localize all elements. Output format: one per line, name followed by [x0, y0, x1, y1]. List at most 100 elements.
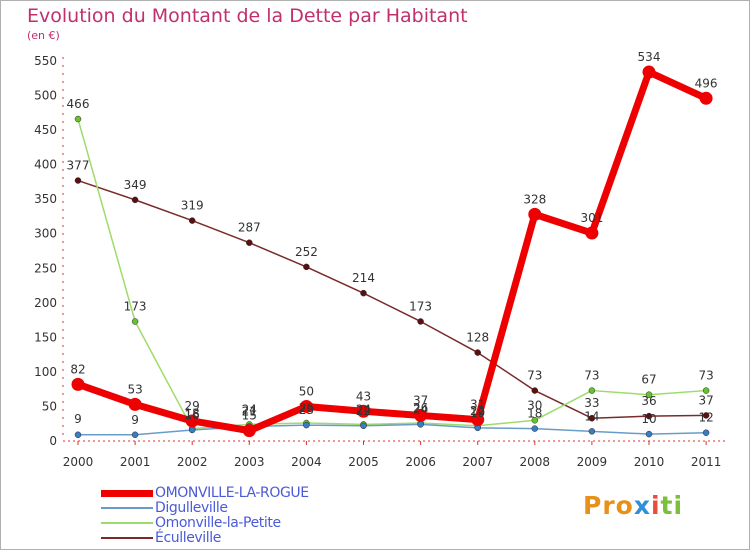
- data-point: [588, 414, 596, 422]
- data-point: [303, 421, 310, 429]
- data-point: [303, 263, 310, 271]
- data-label: 214: [352, 271, 375, 285]
- data-label: 73: [698, 369, 713, 383]
- data-point: [702, 387, 710, 394]
- data-label: 377: [67, 159, 90, 173]
- data-label: 24: [413, 402, 428, 416]
- data-label: 252: [295, 245, 318, 259]
- data-label: 9: [74, 412, 82, 426]
- data-label: 19: [470, 406, 485, 420]
- data-label: 30: [527, 398, 542, 412]
- data-point: [128, 397, 142, 411]
- chart-subtitle: (en €): [27, 29, 60, 42]
- series-line: [74, 68, 710, 435]
- series-line: [77, 118, 707, 430]
- data-label: 173: [124, 299, 147, 313]
- data-label: 29: [185, 399, 200, 413]
- data-point: [471, 413, 485, 427]
- data-point: [360, 289, 367, 297]
- y-tick-label: 100: [34, 365, 57, 379]
- legend-label: Omonville-la-Petite: [155, 515, 281, 531]
- x-tick-label: 2007: [462, 455, 493, 469]
- data-point: [528, 207, 542, 221]
- data-label: 24: [356, 402, 371, 416]
- y-tick-label: 500: [34, 89, 57, 103]
- data-point: [188, 426, 196, 434]
- y-tick-label: 300: [34, 227, 57, 241]
- data-label: 82: [70, 362, 85, 376]
- data-point: [417, 421, 424, 428]
- x-tick-label: 2004: [291, 455, 322, 469]
- data-point: [185, 414, 199, 428]
- data-point: [74, 115, 82, 123]
- proxiti-logo: Proxiti: [583, 491, 684, 520]
- y-tick-label: 200: [34, 296, 57, 310]
- data-label: 73: [584, 369, 599, 383]
- series-line: [77, 179, 707, 419]
- data-point: [71, 377, 85, 391]
- y-tick-label: 450: [34, 123, 57, 137]
- legend-swatch: [101, 507, 153, 509]
- series-markers: [71, 65, 713, 439]
- data-point: [645, 430, 653, 438]
- data-point: [131, 196, 139, 204]
- data-point: [699, 91, 713, 105]
- y-tick-label: 350: [34, 192, 57, 206]
- data-label: 14: [584, 409, 599, 423]
- legend-item-omonville-la-rogue[interactable]: OMONVILLE-LA-ROGUE: [101, 485, 401, 501]
- data-label: 43: [356, 389, 371, 403]
- data-point: [188, 217, 196, 224]
- data-point: [299, 399, 313, 413]
- x-tick-label: 2000: [63, 455, 94, 469]
- data-point: [702, 412, 710, 419]
- data-label: 319: [181, 199, 204, 213]
- x-tick-label: 2009: [577, 455, 608, 469]
- data-label: 10: [641, 412, 656, 426]
- y-tick-label: 0: [49, 434, 57, 448]
- x-tick-label: 2002: [177, 455, 208, 469]
- data-label: 73: [527, 369, 542, 383]
- data-label: 37: [698, 393, 713, 407]
- data-label: 349: [124, 178, 147, 192]
- data-label: 36: [641, 394, 656, 408]
- data-label: 466: [67, 97, 90, 111]
- data-point: [588, 428, 596, 435]
- legend-item-digulleville[interactable]: Digulleville: [101, 500, 401, 516]
- data-label: 37: [413, 393, 428, 407]
- data-point: [702, 429, 710, 436]
- legend-item-omonville-la-petite[interactable]: Omonville-la-Petite: [101, 515, 401, 531]
- data-point: [531, 387, 539, 394]
- data-label: 67: [641, 373, 656, 387]
- data-point: [585, 226, 599, 240]
- data-label: 50: [299, 384, 314, 398]
- data-point: [417, 318, 424, 325]
- y-tick-label: 550: [34, 54, 57, 68]
- x-tick-label: 2001: [120, 455, 151, 469]
- data-label: 9: [131, 413, 139, 427]
- data-point: [357, 404, 370, 418]
- data-label: 18: [527, 407, 542, 421]
- legend-label: Éculleville: [155, 530, 221, 546]
- x-tick-label: 2011: [691, 455, 722, 469]
- data-label: 33: [584, 396, 599, 410]
- data-label: 23: [299, 403, 314, 417]
- data-point: [74, 431, 82, 439]
- data-label: 22: [356, 404, 371, 418]
- legend-item-eculleville[interactable]: Éculleville: [101, 530, 401, 546]
- data-point: [645, 412, 653, 420]
- y-tick-label: 150: [34, 330, 57, 344]
- data-label: 15: [242, 409, 257, 423]
- legend-swatch: [101, 490, 153, 497]
- x-tick-label: 2010: [634, 455, 665, 469]
- data-label: 21: [242, 404, 257, 418]
- data-label: 18: [185, 407, 200, 421]
- data-label: 301: [580, 211, 603, 225]
- data-label: 31: [470, 398, 485, 412]
- x-tick-label: 2003: [234, 455, 265, 469]
- series-line: [77, 423, 707, 436]
- data-label: 534: [638, 50, 661, 64]
